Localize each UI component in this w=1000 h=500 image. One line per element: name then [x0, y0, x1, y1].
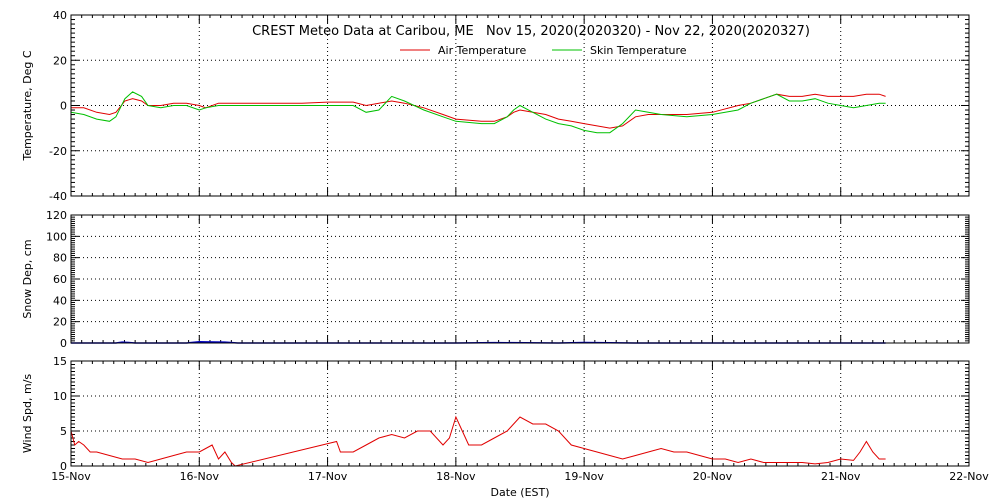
- panel-snow: 0 20 40 60 80 100 120 Snow Dep, cm: [21, 209, 970, 350]
- y-tick-label: 0: [60, 460, 67, 473]
- x-tick-label: 22-Nov: [949, 470, 989, 483]
- x-tick-label: 18-Nov: [436, 470, 476, 483]
- y-tick-label: 0: [60, 100, 67, 113]
- legend: Air Temperature Skin Temperature: [400, 44, 687, 57]
- series-line-wind-speed: [70, 415, 886, 467]
- y-tick-label: 5: [60, 425, 67, 438]
- y-tick-label: 40: [53, 294, 67, 307]
- y-tick-label: 120: [46, 209, 67, 222]
- panel-wind: 0 5 10 15 Wind Spd, m/s: [21, 355, 970, 473]
- legend-air-label: Air Temperature: [438, 44, 527, 57]
- legend-skin-label: Skin Temperature: [590, 44, 687, 57]
- x-tick-label: 19-Nov: [564, 470, 604, 483]
- y-tick-label: 60: [53, 273, 67, 286]
- y-tick-label: 20: [53, 54, 67, 67]
- x-tick-label: 21-Nov: [821, 470, 861, 483]
- x-axis: 15-Nov 16-Nov 17-Nov 18-Nov 19-Nov 20-Nov 21-N…: [51, 470, 989, 483]
- y-tick-label: -20: [49, 145, 67, 158]
- plot-frame: [70, 14, 970, 197]
- x-tick-label: 15-Nov: [51, 470, 91, 483]
- y-axis-label: Wind Spd, m/s: [21, 374, 34, 454]
- plot-frame: [70, 214, 970, 344]
- y-axis-label: Temperature, Deg C: [21, 50, 34, 161]
- panel-temperature: -40 -20 0 20 40 Temperature, Deg C: [21, 9, 970, 203]
- x-tick-label: 16-Nov: [180, 470, 220, 483]
- y-tick-label: 15: [53, 355, 67, 368]
- y-tick-label: 10: [53, 390, 67, 403]
- x-tick-label: 17-Nov: [308, 470, 348, 483]
- y-tick-label: 0: [60, 337, 67, 350]
- y-tick-label: 100: [46, 230, 67, 243]
- x-tick-label: 20-Nov: [693, 470, 733, 483]
- y-axis-label: Snow Dep, cm: [21, 239, 34, 318]
- y-tick-label: 40: [53, 9, 67, 22]
- series-line-skin-temperature: [70, 91, 886, 134]
- panels: -40 -20 0 20 40 Temperature, Deg C 0 20 40 60 80 10…: [21, 9, 970, 473]
- y-tick-label: -40: [49, 190, 67, 203]
- y-tick-label: 20: [53, 316, 67, 329]
- x-axis-label: Date (EST): [490, 486, 549, 499]
- chart-title: CREST Meteo Data at Caribou, ME Nov 15, …: [252, 24, 810, 39]
- plot-frame: [70, 360, 970, 467]
- y-tick-label: 80: [53, 252, 67, 265]
